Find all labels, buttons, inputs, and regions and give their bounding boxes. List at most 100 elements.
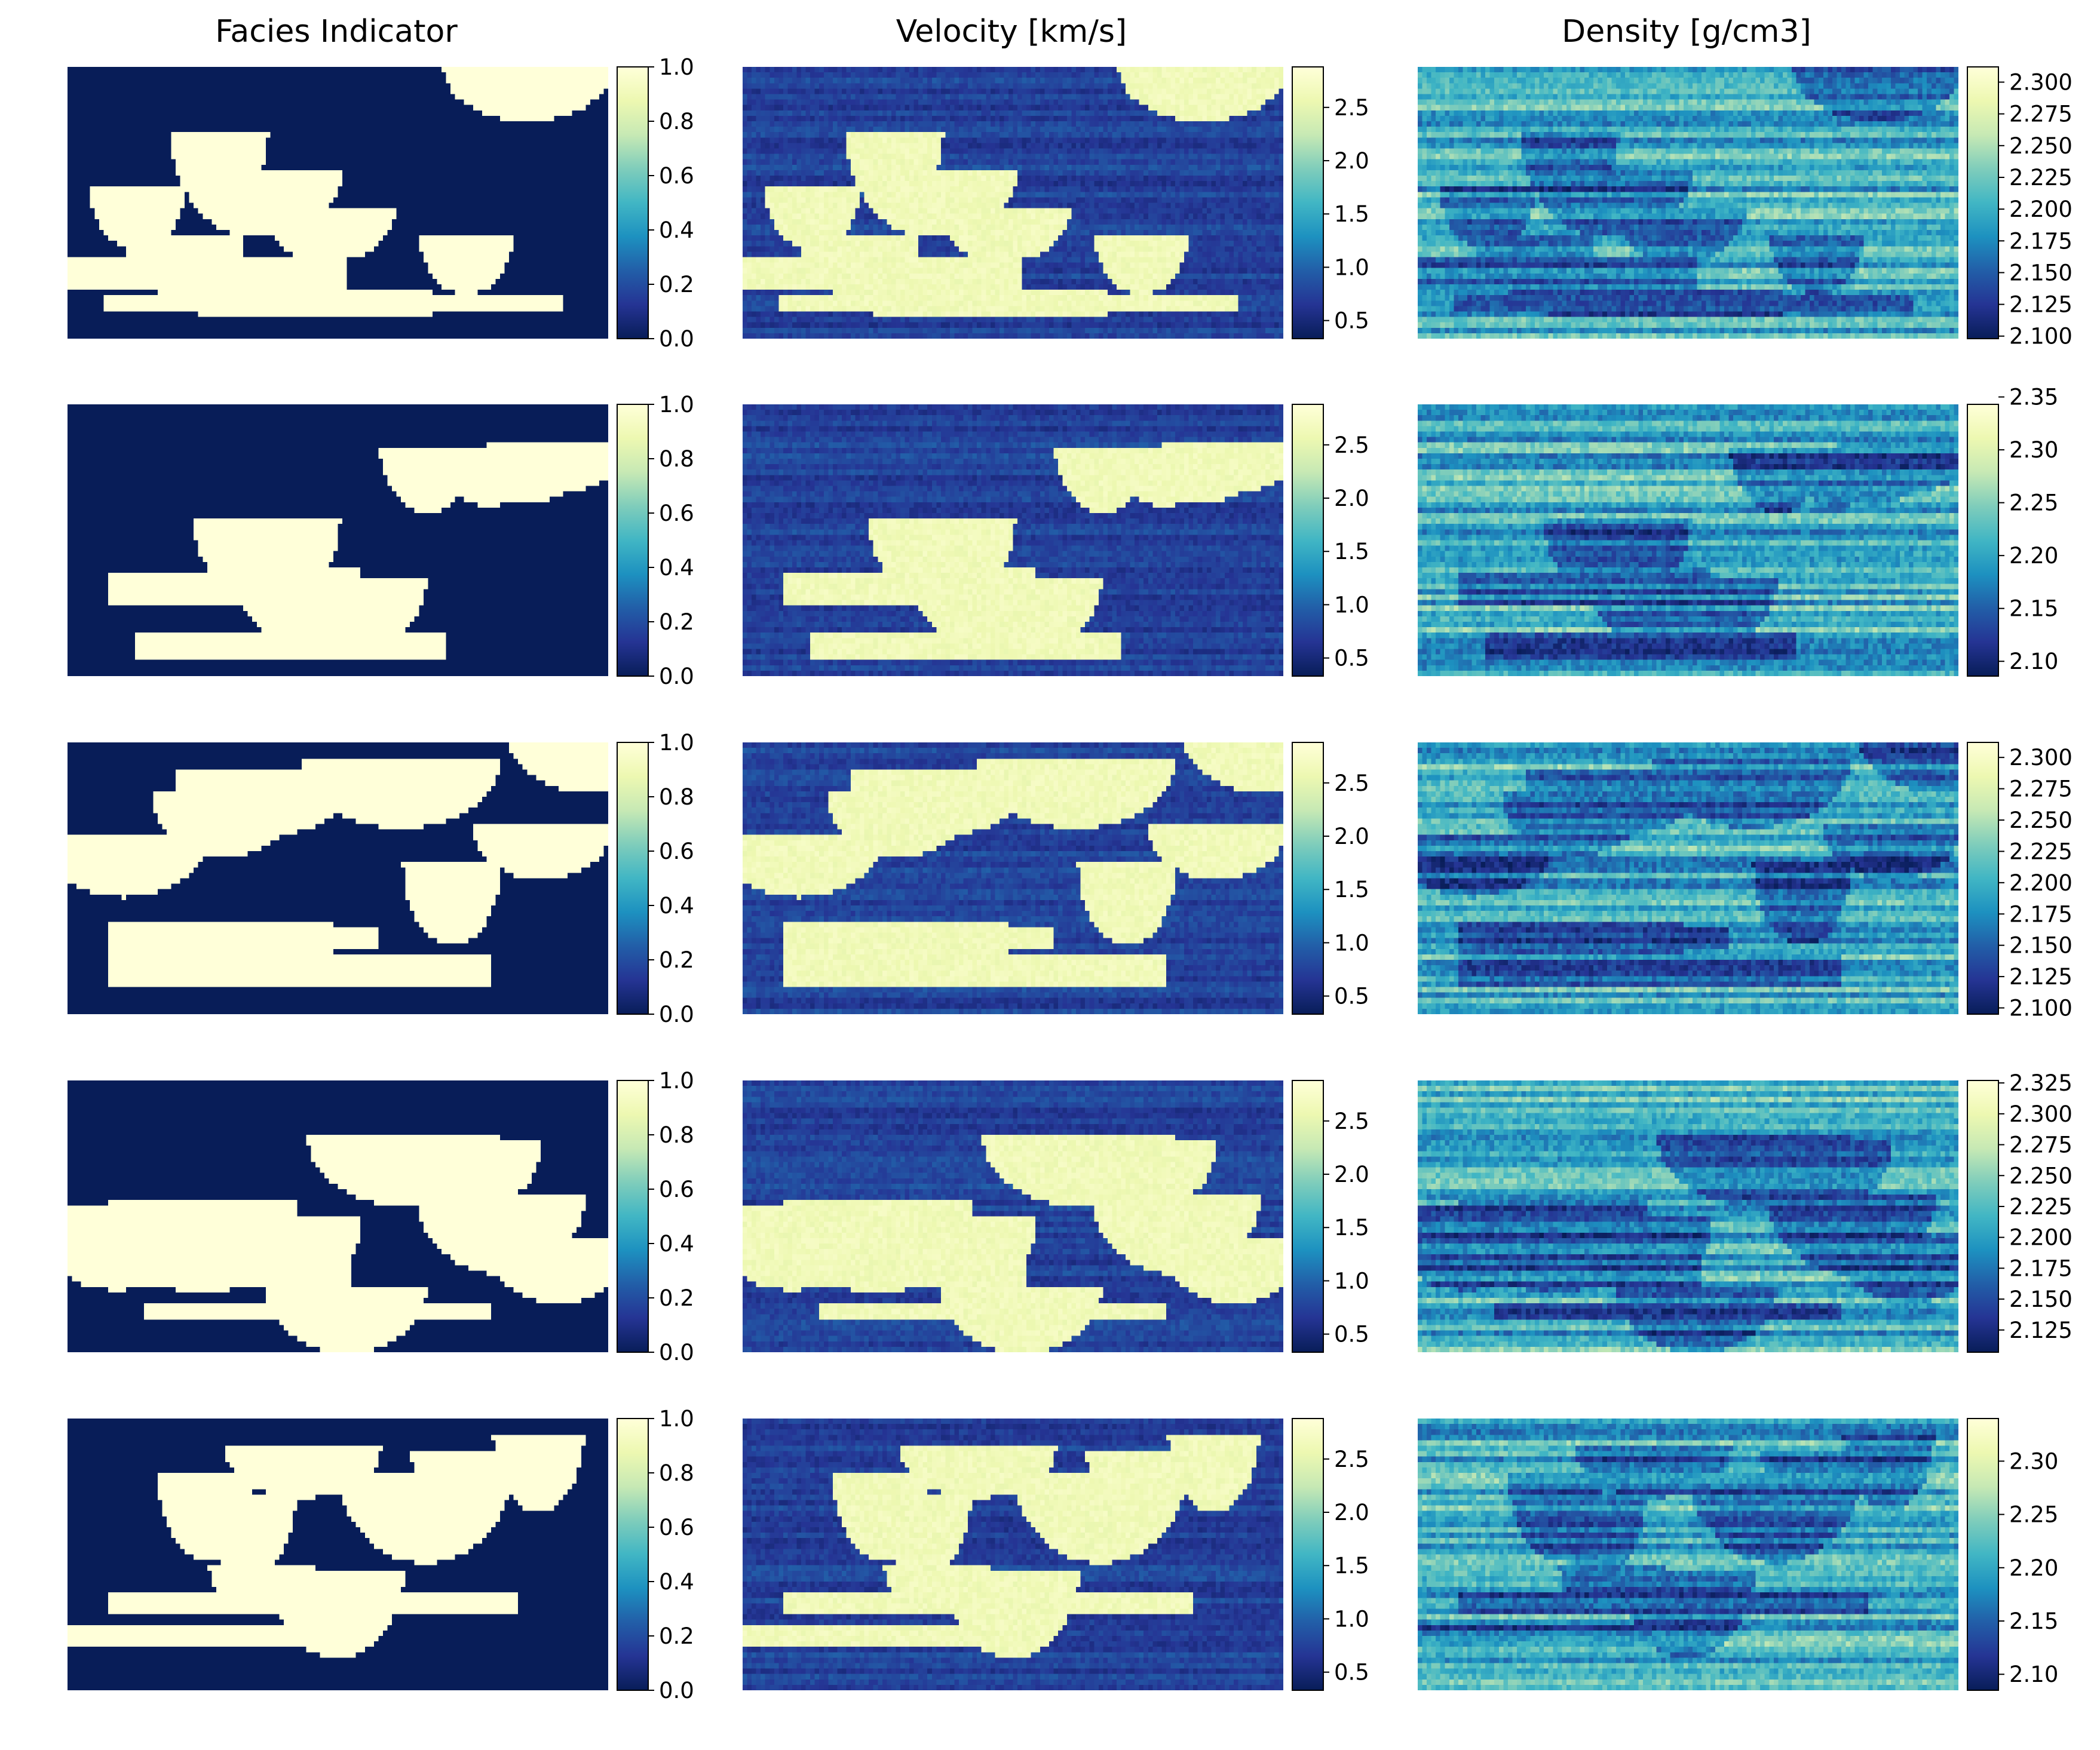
colorbar-tick-label: 0.4 [659,893,694,919]
colorbar [1292,1418,1324,1691]
colorbar-tick-label: 0.5 [1334,646,1369,671]
heatmap-image [743,1080,1283,1352]
colorbar-tick-label: 2.5 [1334,95,1369,121]
colorbar-tick-label: 1.5 [1334,539,1369,564]
colorbar-tick-label: 2.100 [2009,324,2073,349]
colorbar-tick-label: 1.0 [1334,592,1369,618]
colorbar-tick-label: 1.5 [1334,1215,1369,1241]
heatmap-image [68,1080,608,1352]
colorbar-tick-label: 2.125 [2009,1318,2073,1343]
colorbar-tick-label: 2.0 [1334,1500,1369,1525]
colorbar-tick-label: 1.0 [1334,930,1369,956]
heatmap-panel: 2.100 2.125 2.150 2.175 2.200 2.225 2.250 2.275… [1418,742,2073,1021]
colorbar-tick-label: 2.150 [2009,933,2073,959]
colorbar-tick-label: 2.225 [2009,165,2073,191]
heatmap-image [743,742,1283,1014]
colorbar [1967,742,1999,1015]
colorbar-tick-label: 2.125 [2009,292,2073,318]
colorbar-tick-label: 2.250 [2009,133,2073,159]
colorbar-tick-label: 2.0 [1334,824,1369,849]
colorbar-tick-label: 2.200 [2009,870,2073,896]
colorbar-tick-label: 0.2 [659,609,694,635]
colorbar-tick-label: 0.0 [659,1678,694,1703]
colorbar [1292,742,1324,1015]
heatmap-image [68,404,608,676]
heatmap-image [1418,1080,1958,1352]
heatmap-panel: 0.5 1.0 1.5 2.0 2.5 [743,66,1369,339]
colorbar-tick-label: 0.2 [659,947,694,973]
heatmap-panel: 2.125 2.150 2.175 2.200 2.225 2.250 2.275 2.300… [1418,1070,2073,1353]
colorbar-tick-label: 2.20 [2009,1555,2058,1581]
colorbar-tick-label: 0.5 [1334,308,1369,334]
colorbar-tick-label: 2.125 [2009,964,2073,990]
colorbar-tick-label: 0.6 [659,1177,694,1202]
colorbar [1967,404,1999,677]
colorbar [1967,1418,1999,1691]
colorbar-tick-label: 0.2 [659,1285,694,1311]
colorbar-tick-label: 0.0 [659,326,694,352]
heatmap-image [68,742,608,1014]
colorbar-tick-label: 0.8 [659,1460,694,1486]
colorbar-tick-label: 2.5 [1334,432,1369,458]
colorbar-tick-label: 2.5 [1334,770,1369,796]
colorbar-tick-label: 2.200 [2009,1225,2073,1251]
colorbar-tick-label: 2.100 [2009,996,2073,1021]
colorbar-tick-label: 0.2 [659,272,694,297]
heatmap-panel: 2.10 2.15 2.20 2.25 2.30 2.35 [1418,385,2058,677]
heatmap-panel: 0.0 0.2 0.4 0.6 0.8 1.0 [68,1068,694,1365]
colorbar-tick-label: 2.250 [2009,808,2073,833]
colorbar-tick-label: 0.6 [659,839,694,864]
heatmap-image [743,67,1283,339]
colorbar-tick-label: 2.20 [2009,543,2058,569]
colorbar [617,1080,649,1353]
colorbar-tick-label: 2.10 [2009,1662,2058,1687]
colorbar-tick-label: 0.2 [659,1623,694,1649]
colorbar-tick-label: 0.8 [659,109,694,134]
colorbar [617,66,649,339]
colorbar-tick-label: 2.150 [2009,1287,2073,1312]
colorbar-tick-label: 1.0 [659,1406,694,1432]
heatmap-panel: 2.100 2.125 2.150 2.175 2.200 2.225 2.250 2.275… [1418,66,2073,349]
colorbar-tick-label: 0.0 [659,664,694,689]
colorbar-tick-label: 2.0 [1334,1162,1369,1187]
heatmap-image [1418,1419,1958,1690]
colorbar-tick-label: 0.8 [659,784,694,810]
colorbar-tick-label: 2.5 [1334,1109,1369,1134]
colorbar-tick-label: 2.275 [2009,1132,2073,1158]
colorbar-tick-label: 2.200 [2009,197,2073,222]
colorbar-tick-label: 2.300 [2009,70,2073,96]
colorbar-tick-label: 2.225 [2009,1194,2073,1220]
heatmap-image [1418,742,1958,1014]
colorbar-tick-label: 1.0 [1334,1606,1369,1632]
heatmap-panel: 0.5 1.0 1.5 2.0 2.5 [743,1418,1369,1691]
heatmap-panel: 0.5 1.0 1.5 2.0 2.5 [743,742,1369,1015]
column-title: Density [g/cm3] [1562,14,1811,50]
colorbar [1292,1080,1324,1353]
colorbar-tick-label: 2.15 [2009,1608,2058,1634]
heatmap-image [68,67,608,339]
colorbar [617,1418,649,1691]
colorbar-tick-label: 2.225 [2009,839,2073,864]
colorbar-tick-label: 2.35 [2009,385,2058,410]
colorbar-tick-label: 0.0 [659,1340,694,1365]
colorbar-tick-label: 0.4 [659,555,694,581]
heatmap-image [743,1419,1283,1690]
colorbar-tick-label: 2.275 [2009,102,2073,127]
colorbar-tick-label: 0.8 [659,446,694,472]
colorbar-tick-label: 2.25 [2009,1502,2058,1528]
colorbar-tick-label: 2.15 [2009,596,2058,622]
colorbar-tick-label: 0.5 [1334,1660,1369,1685]
colorbar [1967,66,1999,339]
column-title: Facies Indicator [215,14,458,50]
colorbar-tick-label: 2.275 [2009,776,2073,802]
colorbar-tick-label: 2.30 [2009,1448,2058,1474]
colorbar-tick-label: 1.5 [1334,877,1369,902]
colorbar [1967,1080,1999,1353]
colorbar-tick-label: 2.10 [2009,649,2058,674]
colorbar-tick-label: 0.4 [659,1231,694,1257]
colorbar [617,742,649,1015]
colorbar-tick-label: 0.4 [659,1569,694,1595]
colorbar-tick-label: 1.0 [659,1068,694,1094]
heatmap-panel: 0.5 1.0 1.5 2.0 2.5 [743,404,1369,677]
